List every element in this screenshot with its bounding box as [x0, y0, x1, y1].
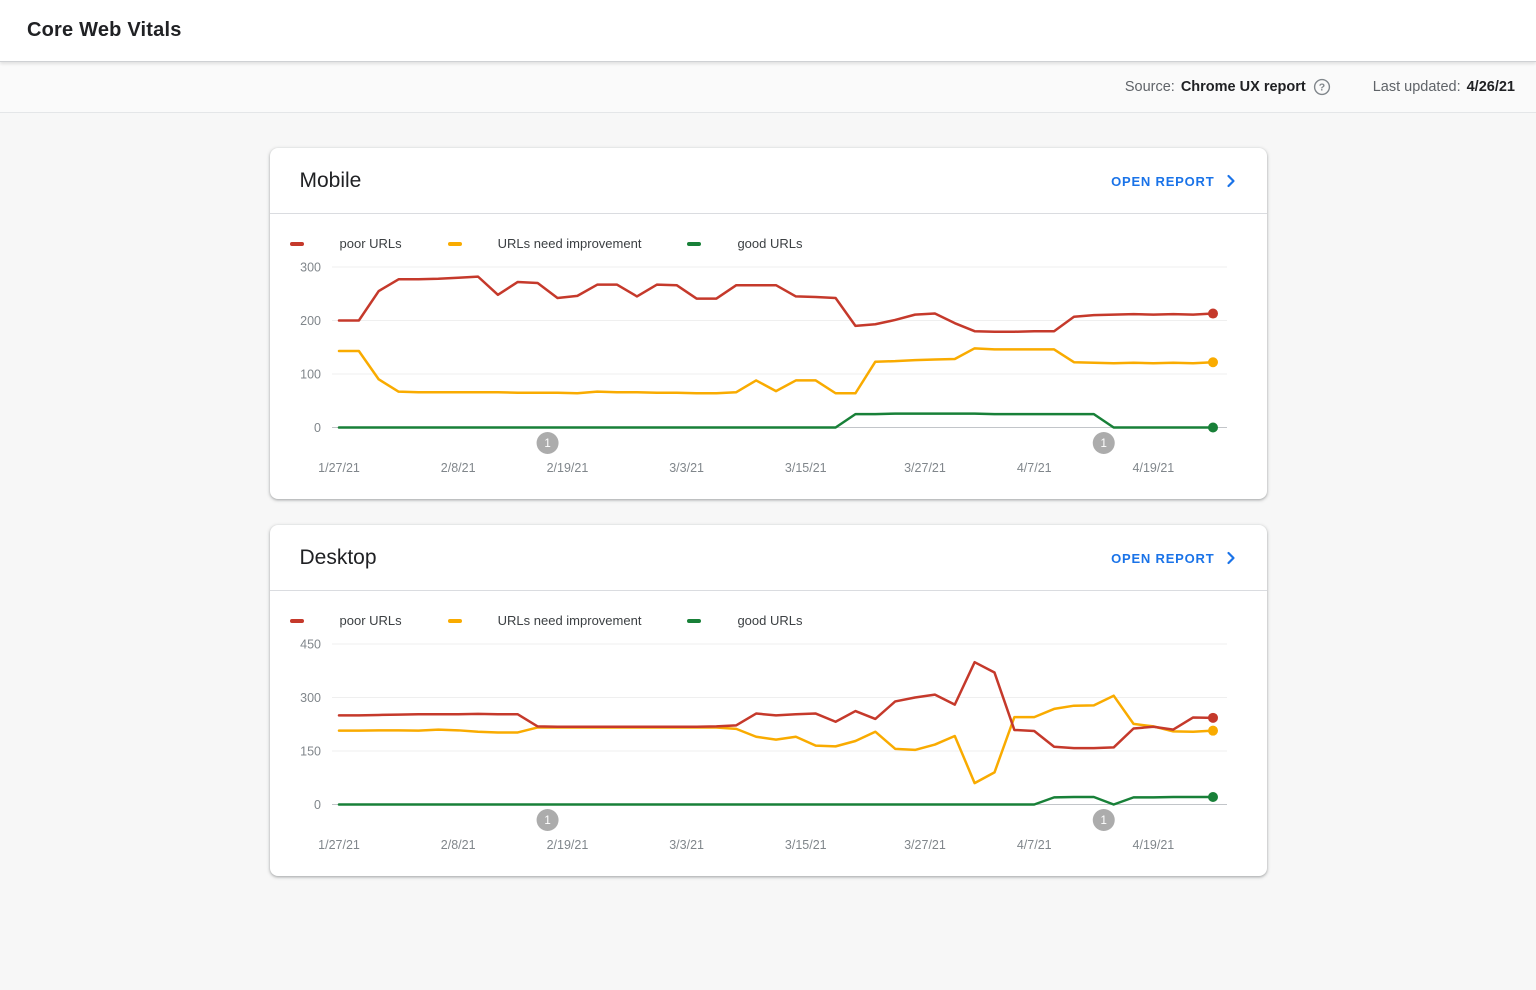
page-title: Core Web Vitals	[27, 19, 182, 41]
desktop-card-body: poor URLs URLs need improvement good URL…	[270, 591, 1267, 876]
x-axis-tick-label: 1/27/21	[318, 461, 360, 475]
x-axis-tick-label: 2/8/21	[440, 838, 475, 852]
annotation-marker[interactable]	[536, 809, 559, 831]
top-app-bar: Core Web Vitals	[0, 0, 1536, 62]
annotation-marker-label: 1	[544, 815, 550, 827]
line-good-urls	[337, 412, 1214, 429]
x-axis-tick-label: 2/19/21	[546, 838, 588, 852]
mobile-open-report-link[interactable]: OPEN REPORT	[1111, 173, 1238, 189]
desktop-trend-chart[interactable]: 0 150 300 450 1/27/21 2/8/21 2/19/21 3/3/21 3/15…	[270, 632, 1267, 864]
y-axis-tick-label: 300	[300, 261, 321, 275]
desktop-card-header: Desktop OPEN REPORT	[269, 525, 1267, 591]
needs-improvement-swatch	[447, 241, 462, 246]
legend-item-poor: poor URLs	[289, 613, 402, 628]
last-updated-label: Last updated:	[1372, 79, 1461, 95]
annotation-marker-label: 1	[1100, 438, 1106, 450]
last-updated-value: 4/26/21	[1466, 79, 1515, 95]
x-axis-tick-label: 4/19/21	[1132, 461, 1174, 475]
y-axis-tick-label: 0	[314, 421, 321, 435]
annotation-marker[interactable]	[1092, 432, 1115, 454]
x-axis-tick-label: 2/19/21	[546, 461, 588, 475]
x-axis-tick-label: 3/27/21	[904, 461, 946, 475]
endpoint-dot-poor-urls	[1207, 308, 1218, 319]
x-axis-tick-label: 3/15/21	[784, 838, 826, 852]
mobile-card: Mobile OPEN REPORT poor URLs URLs need i…	[269, 148, 1267, 499]
y-axis-tick-label: 200	[300, 314, 321, 328]
x-axis-tick-label: 3/3/21	[669, 461, 704, 475]
good-urls-swatch	[687, 241, 702, 246]
line-urls-need-improvement	[337, 347, 1214, 395]
y-axis-tick-label: 0	[314, 798, 321, 812]
x-axis-tick-label: 4/7/21	[1016, 838, 1051, 852]
x-axis-tick-label: 2/8/21	[440, 461, 475, 475]
annotation-marker-label: 1	[544, 438, 550, 450]
endpoint-dot-poor-urls	[1207, 712, 1218, 723]
y-axis-tick-label: 450	[300, 638, 321, 652]
open-report-label: OPEN REPORT	[1111, 550, 1215, 566]
poor-urls-swatch	[289, 618, 304, 623]
legend-item-good: good URLs	[687, 236, 802, 251]
x-axis-tick-label: 3/27/21	[904, 838, 946, 852]
legend-item-good: good URLs	[687, 613, 802, 628]
source-label: Source:	[1124, 79, 1175, 95]
x-axis-tick-label: 1/27/21	[318, 838, 360, 852]
legend-label: good URLs	[737, 613, 803, 628]
mobile-card-header: Mobile OPEN REPORT	[269, 148, 1267, 214]
line-good-urls	[337, 795, 1214, 806]
y-axis-tick-label: 100	[300, 368, 321, 382]
legend-label: URLs need improvement	[497, 236, 642, 251]
chevron-right-icon	[1226, 174, 1235, 188]
desktop-chart-legend: poor URLs URLs need improvement good URL…	[270, 613, 1267, 628]
annotation-marker-label: 1	[1100, 815, 1106, 827]
legend-item-needs-improvement: URLs need improvement	[447, 613, 642, 628]
poor-urls-swatch	[289, 241, 304, 246]
chevron-right-icon	[1226, 551, 1235, 565]
last-updated-info: Last updated: 4/26/21	[1373, 79, 1515, 95]
needs-improvement-swatch	[447, 618, 462, 623]
legend-item-poor: poor URLs	[289, 236, 402, 251]
good-urls-swatch	[687, 618, 702, 623]
question-circle-icon[interactable]: ?	[1313, 78, 1331, 96]
x-axis-tick-label: 3/15/21	[784, 461, 826, 475]
y-axis-tick-label: 300	[300, 691, 321, 705]
line-poor-urls	[337, 660, 1214, 750]
mobile-trend-chart[interactable]: 0 100 200 300 1/27/21 2/8/21 2/19/21 3/3/21 3/15…	[270, 255, 1267, 487]
annotation-marker[interactable]	[536, 432, 559, 454]
report-meta-bar: Source: Chrome UX report ? Last updated:…	[0, 62, 1536, 113]
y-axis-tick-label: 150	[300, 745, 321, 759]
endpoint-dot-urls-need-improvement	[1207, 357, 1218, 368]
x-axis-tick-label: 3/3/21	[669, 838, 704, 852]
line-urls-need-improvement	[337, 694, 1214, 785]
endpoint-dot-good-urls	[1207, 422, 1218, 433]
legend-label: poor URLs	[339, 236, 402, 251]
endpoint-dot-good-urls	[1207, 792, 1218, 803]
line-poor-urls	[337, 275, 1214, 333]
legend-label: good URLs	[737, 236, 803, 251]
open-report-label: OPEN REPORT	[1111, 173, 1215, 189]
legend-label: poor URLs	[339, 613, 402, 628]
source-value: Chrome UX report	[1180, 79, 1306, 95]
x-axis-tick-label: 4/7/21	[1016, 461, 1051, 475]
desktop-card: Desktop OPEN REPORT poor URLs URLs need …	[269, 525, 1267, 876]
endpoint-dot-urls-need-improvement	[1207, 725, 1218, 736]
x-axis-tick-label: 4/19/21	[1132, 838, 1174, 852]
report-content: Mobile OPEN REPORT poor URLs URLs need i…	[269, 148, 1267, 876]
svg-text:?: ?	[1319, 82, 1325, 94]
annotation-marker[interactable]	[1092, 809, 1115, 831]
legend-item-needs-improvement: URLs need improvement	[447, 236, 642, 251]
mobile-card-body: poor URLs URLs need improvement good URL…	[270, 214, 1267, 499]
mobile-card-title: Mobile	[299, 169, 362, 192]
source-info: Source: Chrome UX report ?	[1125, 78, 1331, 96]
desktop-card-title: Desktop	[299, 546, 377, 569]
mobile-chart-legend: poor URLs URLs need improvement good URL…	[270, 236, 1267, 251]
desktop-open-report-link[interactable]: OPEN REPORT	[1111, 550, 1238, 566]
legend-label: URLs need improvement	[497, 613, 642, 628]
